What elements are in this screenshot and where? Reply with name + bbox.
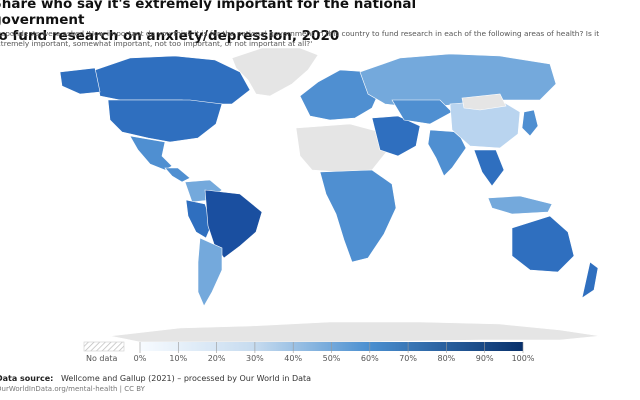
footer-source-label: Data source: <box>0 374 54 383</box>
region-middle-east[interactable] <box>371 115 421 157</box>
legend-tick-label: 20% <box>207 354 226 363</box>
region-australia[interactable] <box>511 215 575 273</box>
legend-no-data-label: No data <box>86 354 118 363</box>
region-argentina[interactable] <box>197 237 223 307</box>
legend-tick-label: 70% <box>399 354 417 363</box>
legend-tick-label: 80% <box>437 354 456 363</box>
chart-subtitle: Respondents were asked 'How important do… <box>0 29 600 48</box>
region-central-asia[interactable] <box>391 99 453 125</box>
region-greenland[interactable] <box>231 47 319 97</box>
footer-source: Data source: Wellcome and Gallup (2021) … <box>0 374 311 383</box>
region-central-america[interactable] <box>164 167 191 183</box>
region-united-states[interactable] <box>107 99 223 143</box>
region-mongolia[interactable] <box>461 93 507 111</box>
legend-tick-label: 30% <box>246 354 264 363</box>
legend-tick-label: 50% <box>322 354 341 363</box>
footer-source-text: Wellcome and Gallup (2021) – processed b… <box>60 374 312 383</box>
legend-tick-label: 90% <box>475 354 494 363</box>
region-new-zealand[interactable] <box>581 261 599 299</box>
legend-tick-label: 60% <box>360 354 379 363</box>
legend-tick-label: 10% <box>169 354 188 363</box>
region-africa-south[interactable] <box>319 169 397 263</box>
region-indonesia[interactable] <box>487 195 553 215</box>
region-japan[interactable] <box>521 109 539 137</box>
chart-title: Share who say it's extremely important f… <box>0 0 417 44</box>
region-antarctica[interactable] <box>109 321 601 343</box>
region-brazil[interactable] <box>204 189 263 259</box>
legend-tick-label: 100% <box>511 354 535 363</box>
legend-tick-marks <box>139 342 524 353</box>
region-andes[interactable] <box>185 199 213 239</box>
region-africa-north[interactable] <box>295 123 389 173</box>
region-southeast-asia[interactable] <box>473 149 505 187</box>
footer-url[interactable]: OurWorldInData.org/mental-health | CC BY <box>0 385 145 393</box>
region-canada[interactable] <box>94 55 251 105</box>
legend-tick-label: 0% <box>133 354 147 363</box>
legend-no-data-swatch <box>83 341 125 352</box>
legend-tick-label: 40% <box>284 354 303 363</box>
region-alaska[interactable] <box>59 67 101 95</box>
region-russia[interactable] <box>359 53 557 109</box>
